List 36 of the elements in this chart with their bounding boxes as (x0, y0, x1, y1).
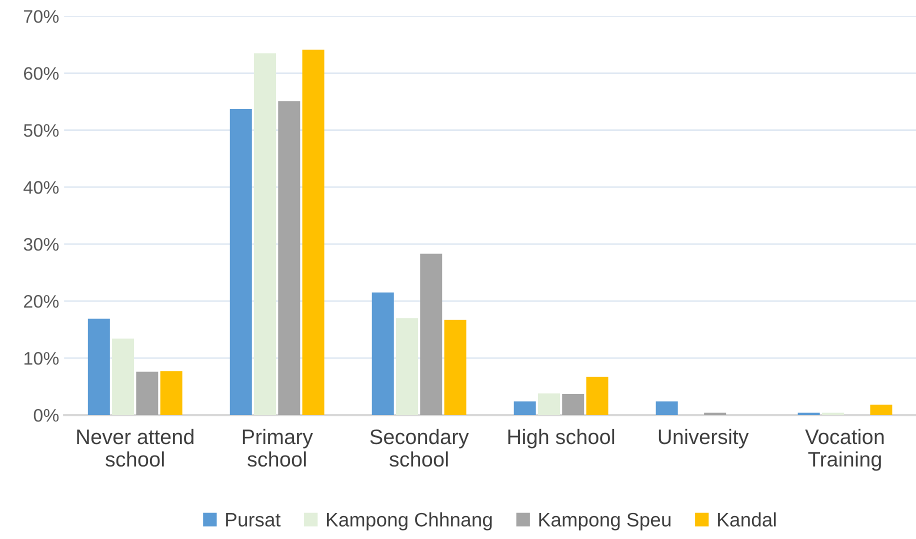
y-tick-label: 30% (24, 238, 59, 251)
bar (88, 318, 110, 416)
x-tick-label: University (658, 428, 749, 448)
x-tick-label: Never attend school (77, 428, 194, 467)
bar (302, 50, 324, 416)
x-tick-label: Vocation Training (805, 428, 884, 471)
bar (254, 53, 276, 416)
y-tick-label: 50% (24, 124, 59, 137)
y-tick-label: 10% (24, 352, 59, 365)
y-tick-label: 40% (24, 181, 59, 194)
x-tick-label: Primary school (242, 428, 313, 467)
bar (396, 318, 418, 416)
legend-label: Pursat (226, 513, 281, 527)
x-tick-label: Secondary school (370, 428, 469, 467)
y-tick-label: 60% (24, 67, 59, 80)
legend-label: Kampong Speu (539, 512, 670, 530)
y-tick-label: 70% (24, 10, 59, 23)
bar (444, 320, 466, 416)
bar (278, 101, 300, 416)
bar (230, 109, 252, 416)
legend-label: Kandal (718, 512, 776, 527)
bar (514, 401, 536, 416)
bar (562, 394, 584, 416)
bar (870, 404, 892, 416)
legend-label: Kampong Chhnang (327, 512, 492, 530)
bar (372, 292, 394, 416)
bar (586, 376, 608, 416)
bar (420, 254, 442, 416)
bar (112, 338, 134, 416)
bar (656, 401, 678, 416)
y-tick-label: 20% (24, 295, 59, 308)
y-tick-label: 0% (34, 408, 59, 422)
x-tick-label: High school (508, 428, 614, 448)
bar (160, 371, 182, 416)
bar (136, 372, 158, 416)
bar (538, 393, 560, 416)
